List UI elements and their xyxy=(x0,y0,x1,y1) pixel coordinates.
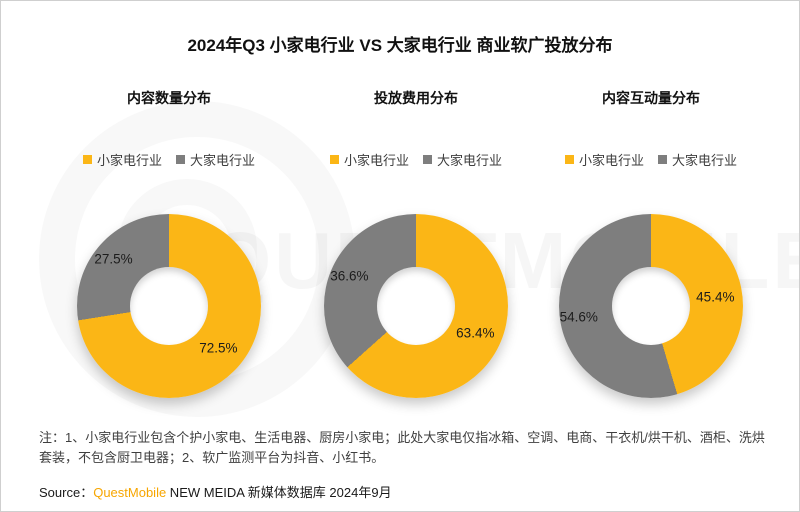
chart-legend: 小家电行业 大家电行业 xyxy=(526,150,776,169)
legend-item-large-appliance: 大家电行业 xyxy=(176,150,255,169)
legend-label: 小家电行业 xyxy=(578,153,644,168)
donut-chart-interaction: 45.4% 54.6% xyxy=(559,214,743,398)
source-suffix: NEW MEIDA 新媒体数据库 2024年9月 xyxy=(166,485,392,500)
chart-legend: 小家电行业 大家电行业 xyxy=(44,150,294,169)
source-line: Source：QuestMobile NEW MEIDA 新媒体数据库 2024… xyxy=(39,482,392,501)
slice-label: 54.6% xyxy=(559,309,598,324)
legend-label: 小家电行业 xyxy=(343,153,409,168)
legend-item-small-appliance: 小家电行业 xyxy=(329,150,409,169)
slice-label: 45.4% xyxy=(696,289,735,305)
slice-label: 63.4% xyxy=(456,325,495,341)
legend-item-small-appliance: 小家电行业 xyxy=(564,150,644,169)
chart-subtitle: 投放费用分布 xyxy=(374,90,458,106)
donut-chart-spend: 63.4% 36.6% xyxy=(324,214,508,398)
legend-item-small-appliance: 小家电行业 xyxy=(82,150,162,169)
chart-legend: 小家电行业 大家电行业 xyxy=(291,150,541,169)
legend-item-large-appliance: 大家电行业 xyxy=(423,150,502,169)
slice-label: 27.5% xyxy=(94,251,133,267)
legend-swatch-yellow-icon xyxy=(329,155,339,164)
chart-group-content-count: 内容数量分布 小家电行业 大家电行业 72.5% 27.5% xyxy=(44,86,294,416)
legend-item-large-appliance: 大家电行业 xyxy=(658,150,737,169)
legend-label: 大家电行业 xyxy=(437,153,503,168)
donut-hole xyxy=(130,267,208,345)
legend-label: 小家电行业 xyxy=(96,153,162,168)
source-prefix: Source： xyxy=(39,485,94,500)
footnote: 注：1、小家电行业包含个护小家电、生活电器、厨房小家电；此处大家电仅指冰箱、空调… xyxy=(39,430,765,465)
legend-swatch-yellow-icon xyxy=(564,155,574,164)
legend-swatch-gray-icon xyxy=(658,155,667,164)
page-title: 2024年Q3 小家电行业 VS 大家电行业 商业软广投放分布 xyxy=(187,36,613,55)
chart-subtitle: 内容数量分布 xyxy=(127,90,211,106)
donut-hole xyxy=(612,267,690,345)
slice-label: 72.5% xyxy=(199,340,238,356)
legend-swatch-yellow-icon xyxy=(82,155,92,164)
source-brand: QuestMobile xyxy=(93,485,167,500)
legend-label: 大家电行业 xyxy=(672,153,738,168)
donut-chart-content-count: 72.5% 27.5% xyxy=(77,214,261,398)
chart-group-spend: 投放费用分布 小家电行业 大家电行业 63.4% 36.6% xyxy=(291,86,541,416)
legend-swatch-gray-icon xyxy=(423,155,432,164)
chart-group-interaction: 内容互动量分布 小家电行业 大家电行业 45.4% 54.6% xyxy=(526,86,776,416)
slice-label: 36.6% xyxy=(330,268,369,284)
legend-label: 大家电行业 xyxy=(190,153,256,168)
donut-hole xyxy=(377,267,455,345)
chart-subtitle: 内容互动量分布 xyxy=(602,90,700,106)
legend-swatch-gray-icon xyxy=(176,155,185,164)
